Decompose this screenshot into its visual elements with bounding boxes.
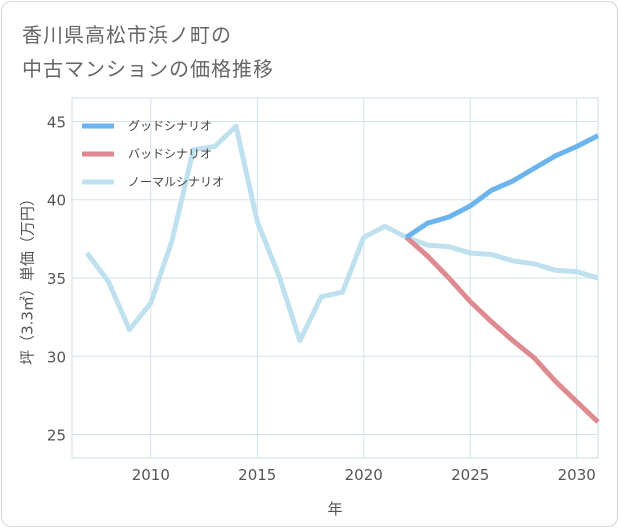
y-axis-label: 坪（3.3㎡）単価（万円）: [19, 191, 37, 365]
x-tick-label: 2025: [451, 466, 489, 484]
y-tick-label: 35: [47, 270, 66, 288]
y-tick-label: 30: [47, 348, 66, 366]
series-line-bad: [404, 235, 600, 424]
x-tick-label: 2030: [558, 466, 596, 484]
legend-label: グッドシナリオ: [128, 119, 212, 133]
legend-label: バッドシナリオ: [128, 147, 212, 161]
x-axis-label: 年: [327, 500, 342, 518]
y-tick-label: 45: [47, 113, 66, 131]
grid: [71, 97, 599, 459]
x-tick-label: 2015: [238, 466, 276, 484]
axes: 2010 2015 2020 2025 2030 25 30 35 40 45: [47, 113, 596, 484]
legend-label: ノーマルシナリオ: [128, 175, 224, 189]
series-lines: [84, 123, 600, 424]
x-tick-label: 2010: [132, 466, 170, 484]
chart-title-line2: 中古マンションの価格推移: [22, 57, 274, 81]
y-tick-label: 40: [47, 192, 66, 210]
y-tick-label: 25: [47, 427, 66, 445]
series-line-normal: [84, 123, 599, 344]
series-line-good: [404, 133, 600, 240]
chart-title: 香川県高松市浜ノ町の 中古マンションの価格推移: [22, 18, 274, 86]
x-tick-label: 2020: [345, 466, 383, 484]
chart-title-line1: 香川県高松市浜ノ町の: [22, 23, 232, 47]
